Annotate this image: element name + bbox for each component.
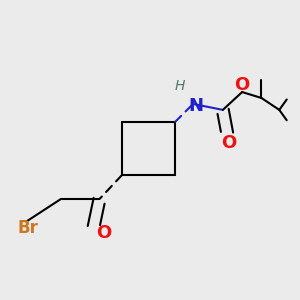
- Text: O: O: [96, 224, 112, 242]
- Text: N: N: [188, 97, 203, 115]
- Text: Br: Br: [18, 219, 39, 237]
- Text: O: O: [235, 76, 250, 94]
- Text: H: H: [175, 79, 185, 92]
- Text: O: O: [221, 134, 236, 152]
